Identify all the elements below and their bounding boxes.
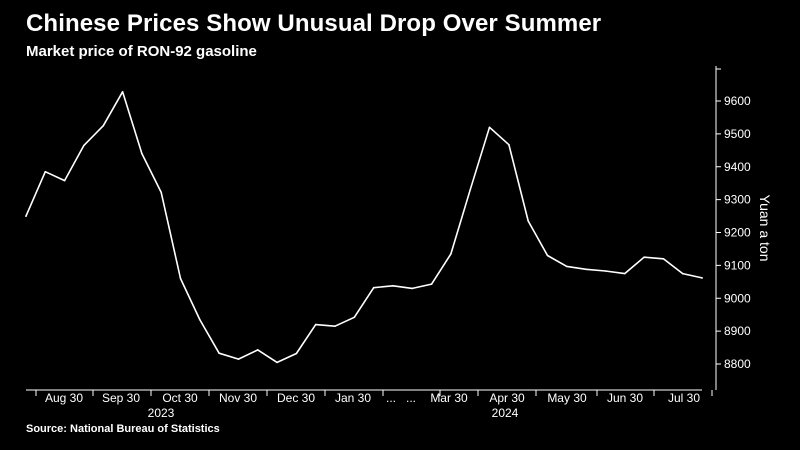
data-point <box>566 266 568 268</box>
data-point <box>412 288 414 290</box>
data-point <box>103 125 105 127</box>
y-tick-label: 8900 <box>724 324 751 338</box>
data-point <box>354 317 356 319</box>
x-tick-label: May 30 <box>547 391 587 405</box>
data-point <box>218 352 220 354</box>
data-point <box>682 273 684 275</box>
year-label-2023: 2023 <box>148 406 175 420</box>
data-point <box>334 325 336 327</box>
y-axis-label: Yuan a ton <box>757 195 773 262</box>
y-tick-label: 9600 <box>724 94 751 108</box>
x-tick-label: Mar 30 <box>430 391 468 405</box>
x-ticks: Aug 30 Sep 30 Oct 30 Nov 30 Dec 30 Jan 30....… <box>36 390 712 405</box>
x-tick-label: Sep 30 <box>102 391 140 405</box>
data-point <box>276 362 278 364</box>
y-tick-label: 9300 <box>724 193 751 207</box>
x-tick-label: Jul 30 <box>668 391 700 405</box>
y-tick-label: 9100 <box>724 258 751 272</box>
data-point <box>392 285 394 287</box>
data-point <box>296 353 298 355</box>
data-point <box>624 273 626 275</box>
series-line <box>26 92 702 363</box>
data-point <box>508 144 510 146</box>
data-point <box>315 324 317 326</box>
data-point <box>83 145 85 147</box>
data-point <box>199 319 201 321</box>
y-tick-label: 9200 <box>724 226 751 240</box>
data-point <box>180 278 182 280</box>
data-point <box>585 269 587 271</box>
data-point <box>527 220 529 222</box>
data-point <box>469 189 471 191</box>
data-point <box>141 153 143 155</box>
x-tick-label: Jun 30 <box>607 391 643 405</box>
data-point <box>25 215 27 217</box>
x-tick-label: ... <box>386 391 396 405</box>
data-point <box>373 287 375 289</box>
year-label-2024: 2024 <box>492 406 519 420</box>
x-tick-label: Nov 30 <box>219 391 257 405</box>
x-tick-label: ... <box>406 391 416 405</box>
x-tick-label: Oct 30 <box>162 391 198 405</box>
data-point <box>431 283 433 285</box>
data-point <box>64 180 66 182</box>
y-ticks: 8800 8900 9000 9100 9200 9300 9400 9500 9600 <box>716 69 751 371</box>
x-tick-label: Dec 30 <box>277 391 315 405</box>
data-points <box>25 91 703 363</box>
source-note: Source: National Bureau of Statistics <box>26 423 220 435</box>
data-point <box>605 270 607 272</box>
x-tick-label: Aug 30 <box>45 391 83 405</box>
data-point <box>122 91 124 93</box>
data-point <box>547 255 549 257</box>
plot-area: 8800 8900 9000 9100 9200 9300 9400 9500 9600 Aug… <box>25 66 751 420</box>
data-point <box>45 171 47 173</box>
data-point <box>663 258 665 260</box>
data-point <box>489 127 491 129</box>
data-point <box>238 358 240 360</box>
data-point <box>701 277 703 279</box>
data-point <box>450 253 452 255</box>
y-tick-label: 9400 <box>724 160 751 174</box>
data-point <box>643 256 645 258</box>
x-tick-label: Jan 30 <box>335 391 371 405</box>
y-tick-label: 9000 <box>724 291 751 305</box>
data-point <box>257 349 259 351</box>
data-point <box>160 192 162 194</box>
y-tick-label: 9500 <box>724 127 751 141</box>
x-tick-label: Apr 30 <box>489 391 525 405</box>
y-tick-label: 8800 <box>724 357 751 371</box>
